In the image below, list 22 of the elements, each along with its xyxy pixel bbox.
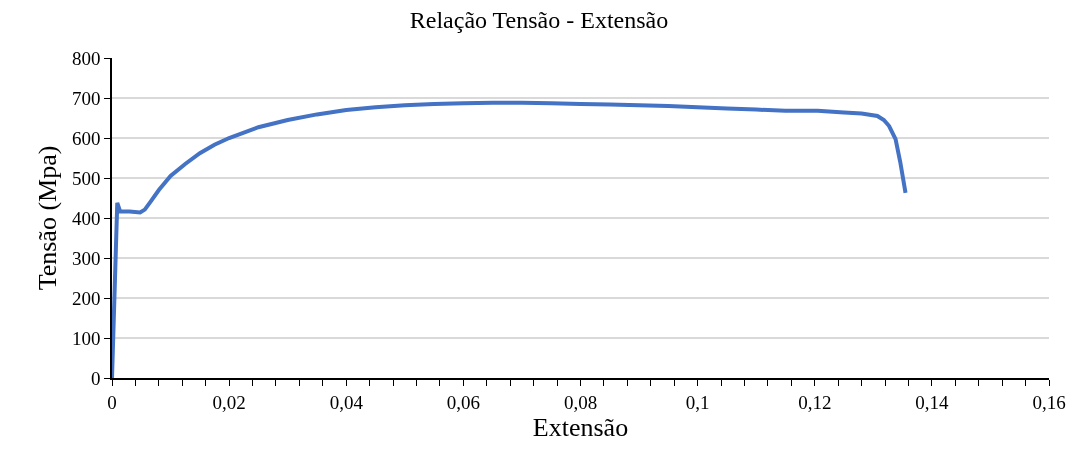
x-tick-label: 0,1 — [685, 391, 710, 413]
x-tick-label: 0,04 — [329, 391, 364, 413]
chart-title: Relação Tensão - Extensão — [409, 7, 669, 34]
y-tick-label: 300 — [71, 247, 101, 269]
y-tick-label: 0 — [90, 367, 101, 389]
y-axis-title: Tensão (Mpa) — [32, 145, 62, 291]
x-tick-label: 0,06 — [446, 391, 481, 413]
y-tick-label: 700 — [71, 87, 101, 109]
x-tick-label: 0 — [107, 391, 117, 413]
x-tick-label: 0,16 — [1032, 391, 1066, 413]
y-tick-label: 500 — [71, 167, 101, 189]
x-tick-label: 0,02 — [212, 391, 246, 413]
y-tick-label: 600 — [71, 127, 101, 149]
line-series — [112, 100, 908, 378]
y-tick-label: 400 — [71, 207, 101, 229]
y-tick-label: 200 — [71, 287, 101, 309]
x-tick-label: 0,12 — [798, 391, 832, 413]
x-tick-label: 0,14 — [915, 391, 950, 413]
x-axis-title: Extensão — [532, 412, 629, 442]
y-tick-label: 800 — [71, 47, 101, 69]
x-tick-label: 0,08 — [563, 391, 598, 413]
y-tick-label: 100 — [71, 327, 101, 349]
